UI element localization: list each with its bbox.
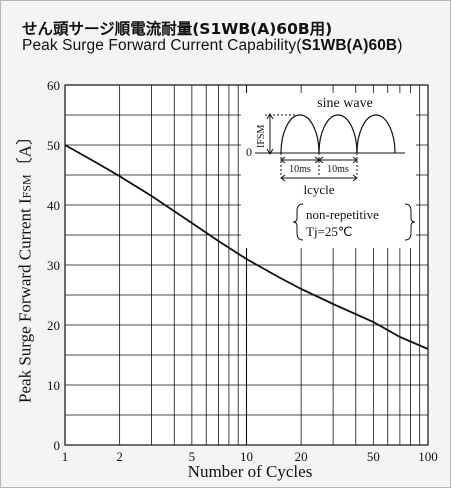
inset-sine-diagram: sine wave 0 IFSM 10ms 10ms lcycle non-re… — [241, 93, 416, 248]
inset-zero-label: 0 — [246, 145, 252, 159]
y-tick-label: 0 — [54, 438, 61, 453]
inset-period-arrowheads — [280, 156, 358, 164]
inset-condition-2: Tj=25℃ — [306, 224, 352, 239]
inset-cycle-label: lcycle — [303, 182, 334, 197]
plot-border — [64, 84, 429, 446]
y-tick-label: 50 — [47, 138, 60, 153]
inset-amplitude-label: IFSM — [256, 125, 267, 148]
inset-period-label-2: 10ms — [327, 164, 349, 175]
title-en-model: S1WB(A)60B — [301, 37, 398, 54]
title-en-prefix: Peak Surge Forward Current Capability( — [22, 37, 302, 54]
x-tick-label: 2 — [116, 449, 123, 464]
y-tick-label: 30 — [47, 258, 60, 273]
x-tick-label: 1 — [62, 449, 69, 464]
x-tick-label: 20 — [295, 449, 308, 464]
y-tick-label: 20 — [47, 318, 60, 333]
chart-title-english: Peak Surge Forward Current Capability(S1… — [22, 37, 402, 55]
x-tick-label: 10 — [240, 449, 253, 464]
y-tick-label: 60 — [47, 78, 60, 93]
y-axis-label-sub: FSM — [19, 174, 34, 199]
inset-cycle-arrowheads — [280, 174, 358, 182]
inset-sine-wave — [280, 114, 396, 154]
y-tick-label: 10 — [47, 378, 60, 393]
tick-labels: 1 2 5 10 20 50 100 0 10 20 30 40 50 60 — [47, 78, 438, 464]
inset-left-bracket — [292, 203, 304, 241]
y-axis-label-unit: 〔A〕 — [15, 128, 35, 175]
data-series-line — [64, 144, 429, 350]
y-tick-label: 40 — [47, 198, 60, 213]
title-en-suffix: ) — [397, 37, 403, 54]
x-tick-label: 50 — [367, 449, 380, 464]
inset-title: sine wave — [317, 96, 373, 111]
chart-title-japanese: せん頭サージ順電流耐量(S1WB(A)60B用) — [22, 20, 333, 38]
y-axis-label: Peak Surge Forward Current IFSM〔A〕 — [11, 116, 36, 416]
inset-right-bracket — [404, 203, 416, 241]
y-axis-label-main: Peak Surge Forward Current I — [15, 198, 35, 403]
x-tick-label: 5 — [189, 449, 196, 464]
inset-condition-1: non-repetitive — [306, 207, 379, 222]
x-tick-label: 100 — [418, 449, 438, 464]
inset-amplitude-arrowheads — [266, 113, 274, 155]
x-axis-label: Number of Cycles — [187, 462, 313, 481]
inset-period-label-1: 10ms — [289, 164, 311, 175]
